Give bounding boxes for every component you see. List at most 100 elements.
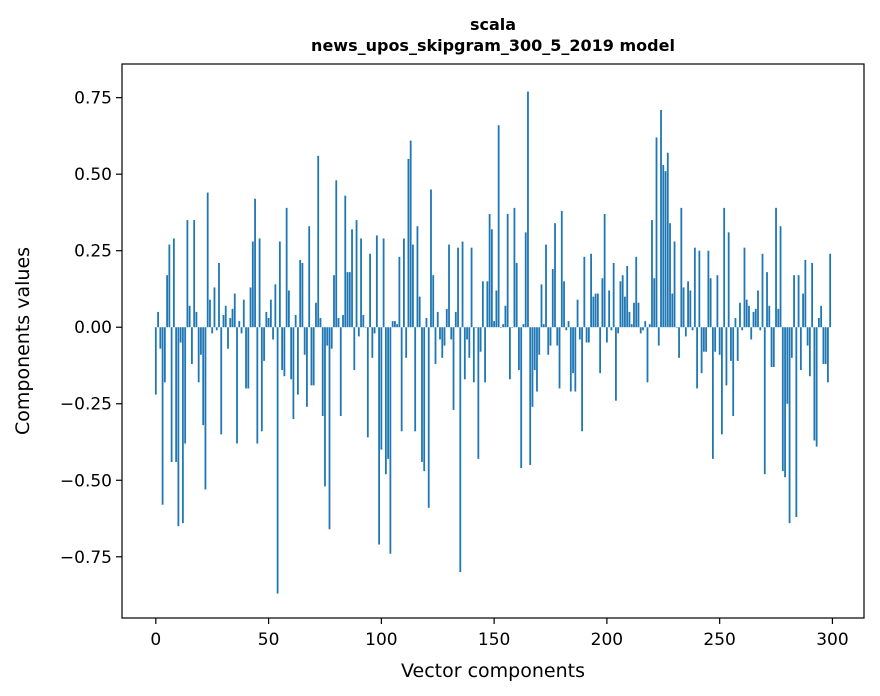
bar	[628, 311, 631, 328]
bar	[436, 311, 439, 328]
bar	[344, 195, 347, 328]
bar	[457, 247, 459, 328]
bar	[664, 171, 667, 328]
bar	[533, 327, 536, 371]
x-tick-label: 50	[258, 630, 280, 650]
bar	[509, 327, 511, 380]
bar	[213, 287, 216, 328]
bar	[450, 327, 453, 340]
plot-frame	[121, 63, 865, 619]
bar	[382, 238, 385, 328]
bar	[251, 241, 254, 328]
bar	[497, 125, 500, 328]
bar	[373, 327, 376, 334]
bar	[170, 327, 173, 462]
bar	[806, 327, 809, 346]
y-axis: −0.75 −0.50 −0.25 0.00 0.25 0.50 0.75	[60, 89, 122, 568]
bar	[461, 241, 464, 328]
bar	[824, 327, 827, 364]
bar	[750, 327, 753, 340]
bar	[348, 272, 351, 328]
bar	[378, 327, 380, 545]
bar	[380, 327, 383, 450]
bar	[518, 327, 520, 371]
bar	[490, 229, 493, 328]
bar	[245, 327, 247, 389]
chart-title: scala	[470, 15, 516, 34]
bar	[481, 281, 484, 328]
bar	[353, 327, 356, 371]
x-axis: 0 50 100 150 200 250 300	[150, 618, 849, 650]
bar	[817, 318, 820, 328]
bar	[181, 327, 184, 524]
bar	[707, 250, 710, 328]
bar	[405, 327, 408, 358]
bar	[574, 327, 577, 392]
bar	[346, 272, 349, 328]
bar	[696, 327, 698, 389]
bar	[786, 327, 789, 404]
bar	[711, 327, 714, 459]
bar	[736, 327, 739, 361]
x-axis-label: Vector components	[401, 660, 585, 682]
bar	[472, 327, 475, 383]
bar	[572, 327, 574, 374]
bar	[393, 321, 396, 328]
bar	[231, 308, 234, 328]
bar	[624, 296, 626, 328]
bar	[303, 327, 306, 355]
bar	[653, 278, 656, 328]
bar	[186, 220, 189, 328]
bar	[545, 244, 547, 328]
bar	[714, 327, 717, 352]
bar	[576, 299, 579, 328]
bar	[813, 327, 816, 441]
bar	[779, 226, 782, 328]
bar	[184, 327, 187, 444]
bar	[224, 305, 227, 328]
bar	[475, 327, 477, 328]
bar	[200, 327, 202, 355]
bar	[757, 290, 759, 328]
bar	[459, 327, 462, 573]
bar	[159, 327, 162, 349]
bar	[211, 327, 214, 334]
bar	[682, 287, 685, 328]
bar	[339, 327, 342, 416]
bar	[775, 207, 777, 328]
bar	[601, 278, 604, 328]
bar	[448, 244, 450, 328]
bar	[387, 327, 390, 459]
bar	[416, 226, 419, 328]
bar	[369, 253, 371, 328]
bar	[542, 324, 545, 328]
bar	[263, 327, 265, 361]
bar	[763, 327, 766, 475]
bar	[168, 244, 171, 328]
bar	[254, 198, 256, 328]
bar	[795, 327, 798, 517]
bar	[452, 327, 455, 410]
bar	[612, 262, 615, 328]
bar	[684, 327, 687, 337]
bar	[797, 275, 800, 328]
bar	[669, 223, 671, 328]
bar	[391, 321, 394, 328]
bar	[355, 220, 358, 328]
bar	[285, 207, 288, 328]
bar	[730, 327, 732, 361]
bar	[468, 327, 471, 358]
bar	[441, 327, 444, 358]
bar	[163, 327, 166, 383]
bar	[599, 327, 602, 374]
bar	[687, 281, 689, 328]
y-tick-label: 0.75	[74, 89, 112, 109]
bar	[398, 256, 401, 328]
y-axis-label: Components values	[12, 247, 34, 435]
bar	[238, 321, 241, 328]
bar	[540, 284, 543, 328]
bar	[260, 327, 263, 432]
bar	[421, 327, 423, 462]
bar	[745, 299, 748, 328]
bar	[297, 327, 299, 395]
